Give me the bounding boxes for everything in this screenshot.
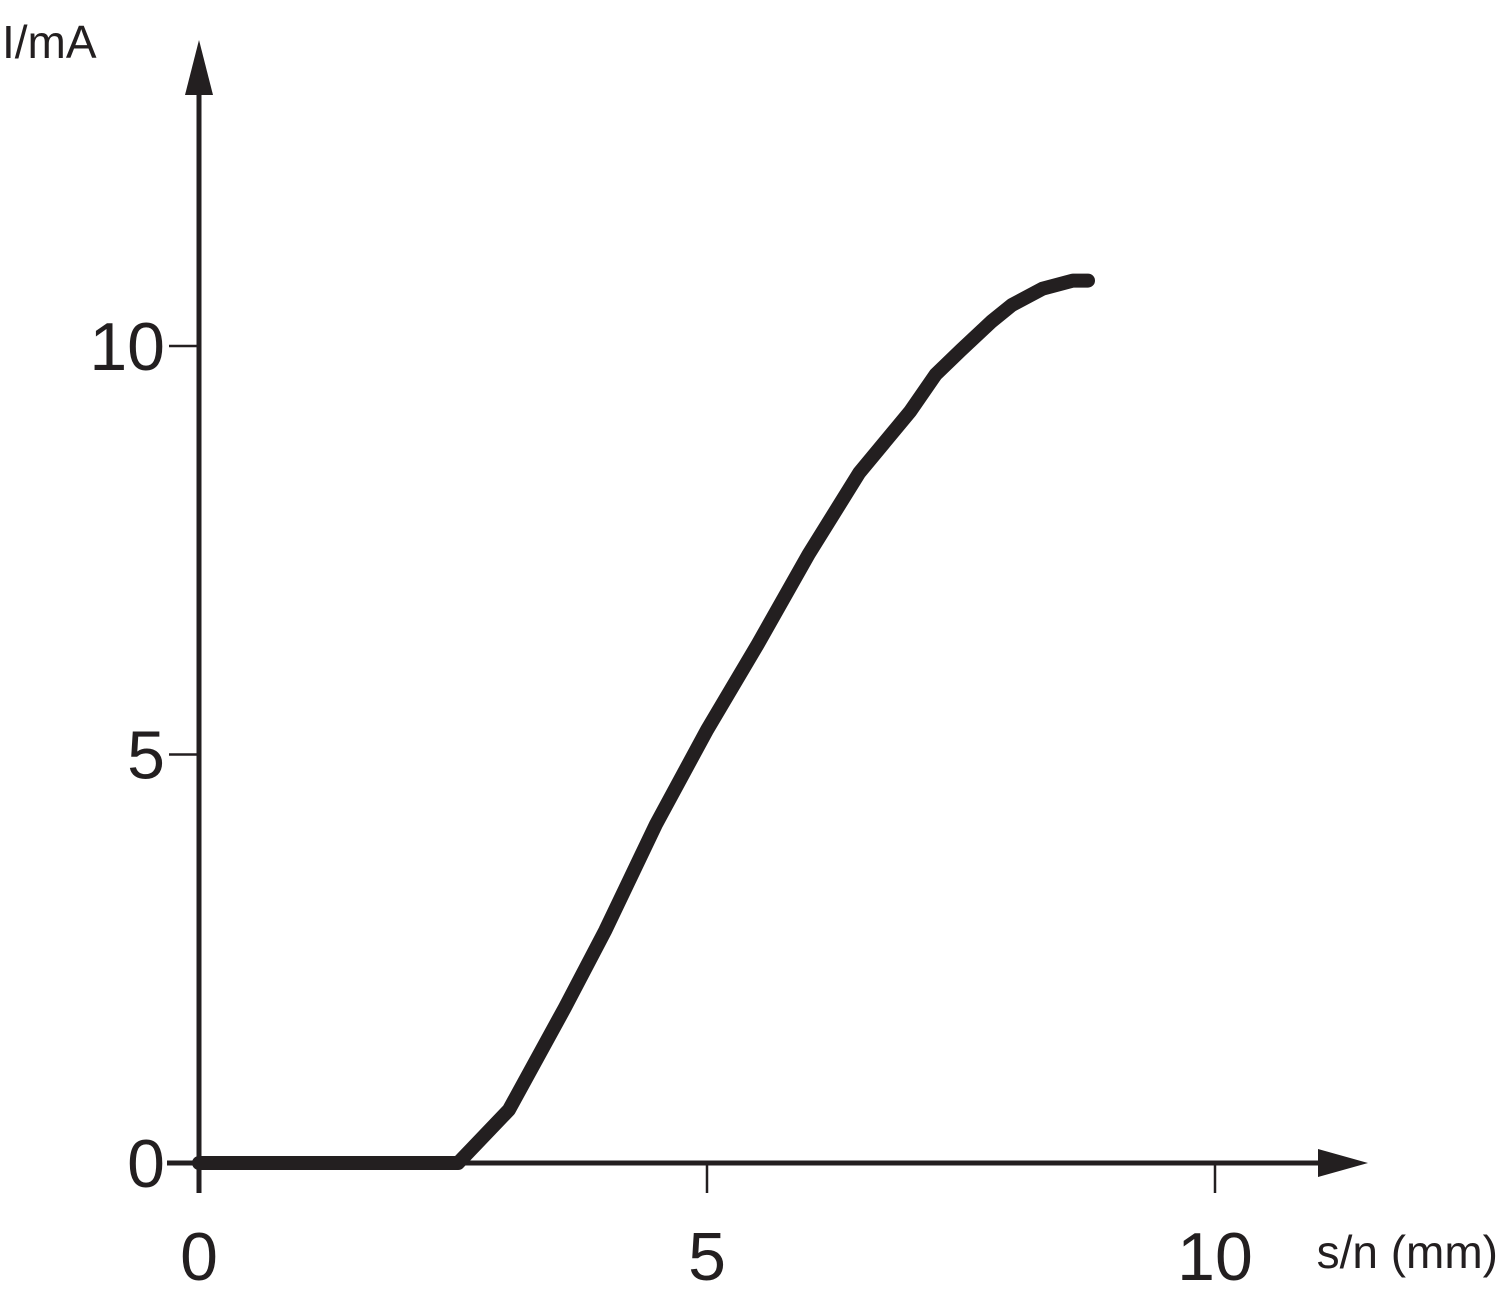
x-tick-label: 10 xyxy=(1177,1219,1253,1295)
x-tick-label: 0 xyxy=(180,1219,218,1295)
y-ticks: 0 5 10 xyxy=(89,309,199,1202)
x-axis-title: s/n (mm) xyxy=(1317,1226,1498,1278)
y-tick-label: 10 xyxy=(89,309,165,385)
y-axis-title: I/mA xyxy=(2,16,97,68)
series-layer xyxy=(192,273,1095,1170)
series-line xyxy=(192,273,1095,1170)
x-ticks: 0 5 10 xyxy=(180,1163,1253,1295)
y-axis-arrowhead xyxy=(185,40,213,95)
x-axis-arrowhead xyxy=(1318,1149,1368,1177)
y-axis: I/mA xyxy=(2,16,213,1193)
x-tick-label: 5 xyxy=(688,1219,726,1295)
y-tick-label: 0 xyxy=(127,1126,165,1202)
y-tick-label: 5 xyxy=(127,718,165,794)
